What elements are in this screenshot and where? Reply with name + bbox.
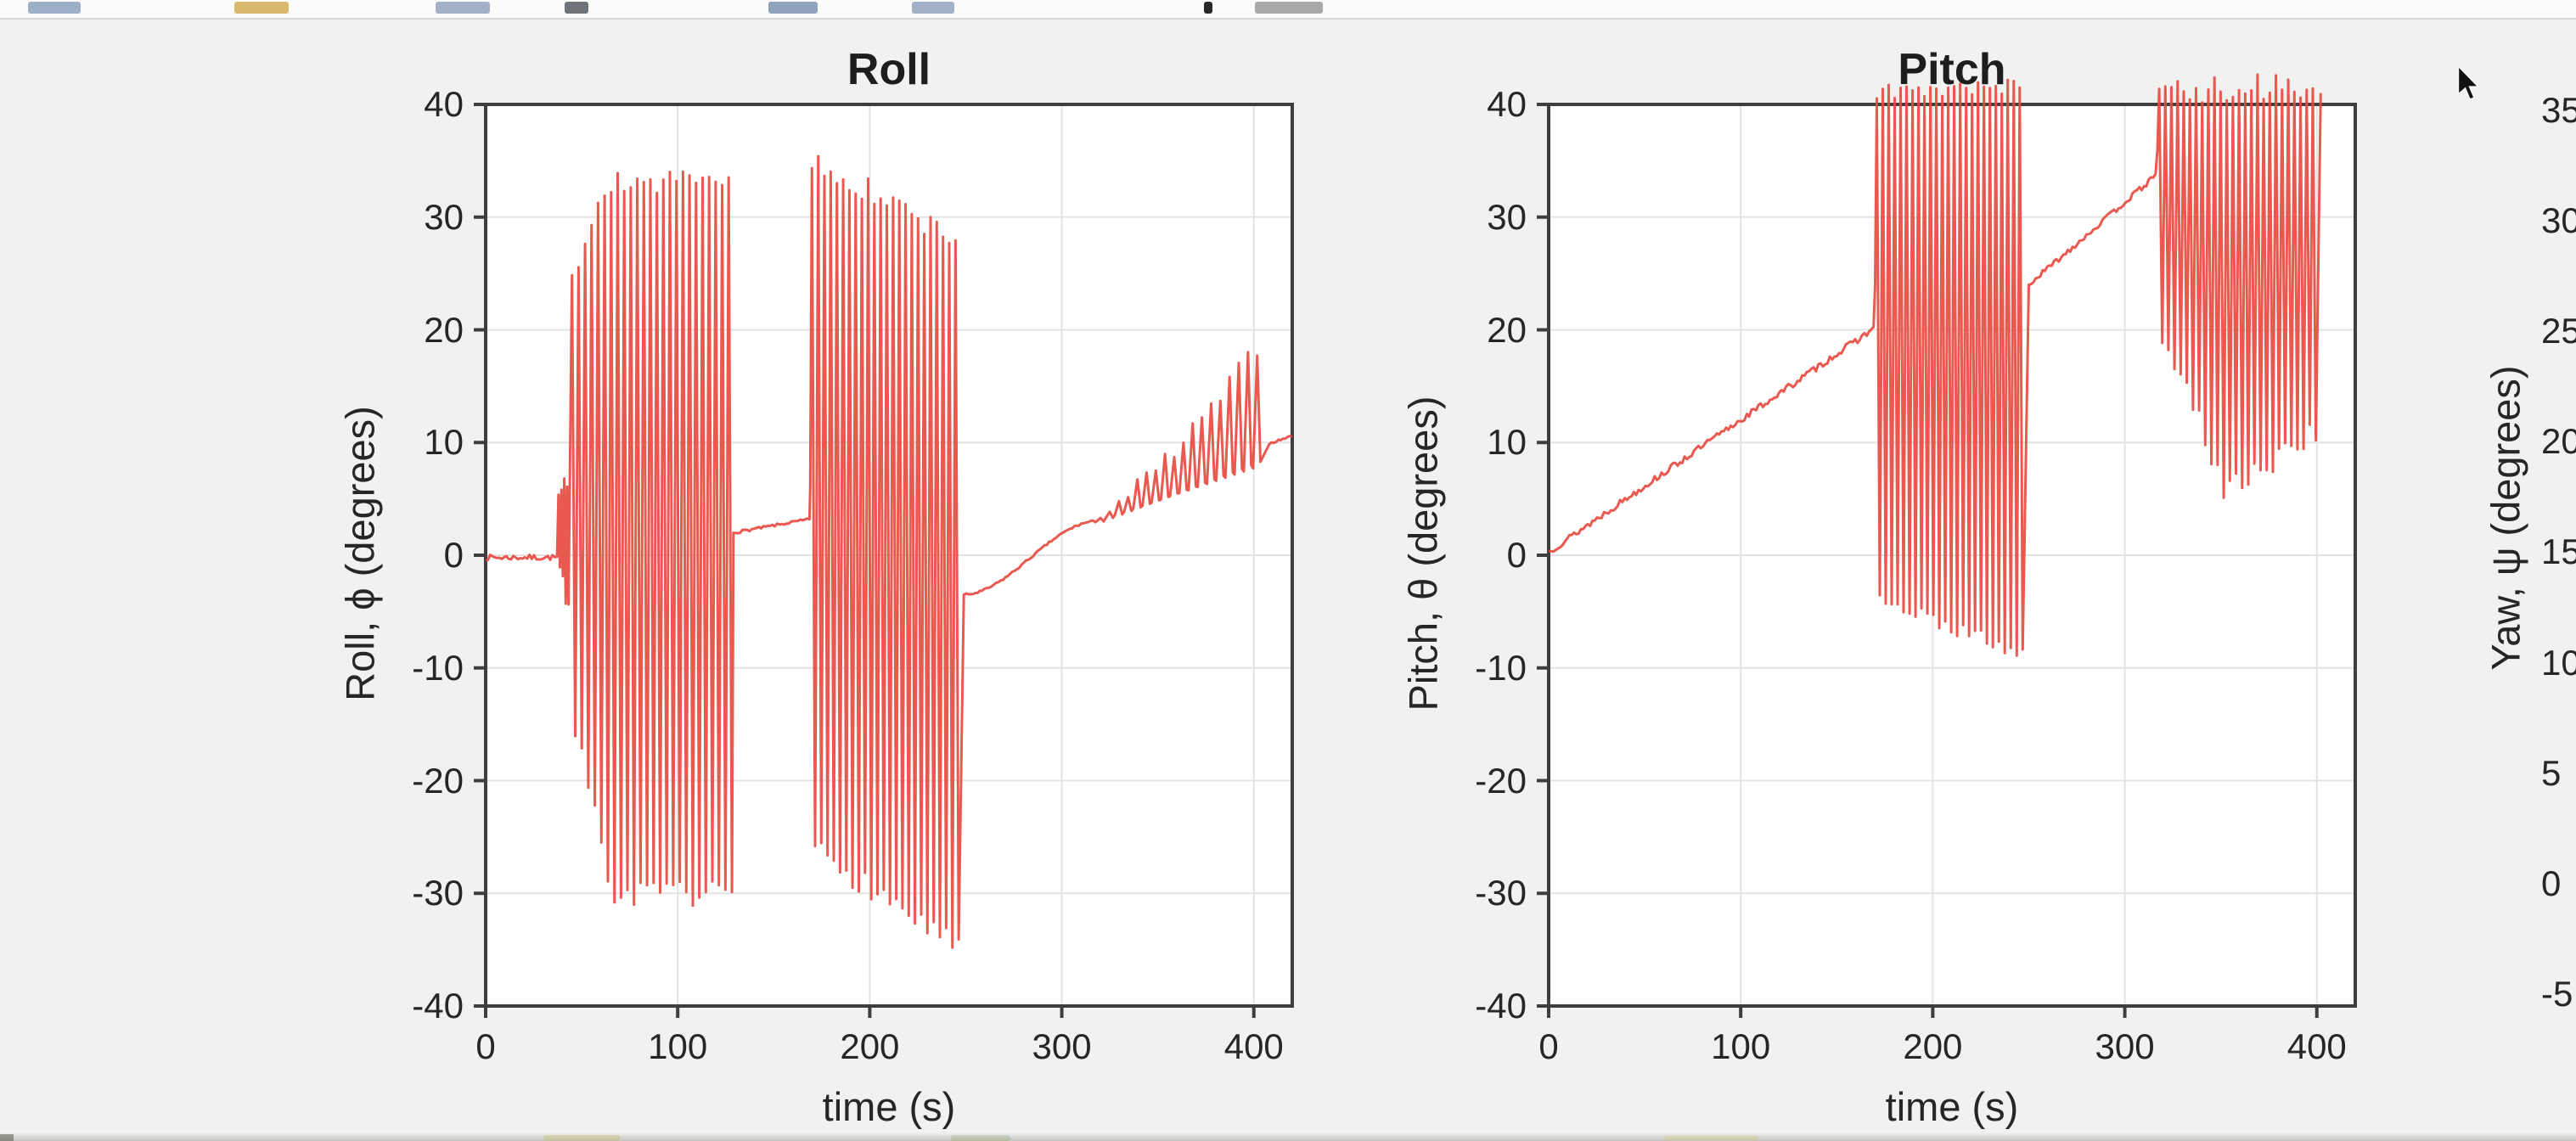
bottom-corner-smudge	[0, 1134, 14, 1141]
print-icon[interactable]	[565, 2, 588, 14]
mouse-cursor	[2456, 65, 2482, 102]
tick-label: 100	[1711, 1026, 1771, 1066]
pitch-ylabel: Pitch, θ (degrees)	[1400, 396, 1446, 711]
tick-label: 5	[2541, 752, 2562, 793]
tick-label: 30	[1487, 196, 1527, 237]
yaw-ylabel: Yaw, ψ (degrees)	[2483, 365, 2528, 671]
tick-label: -20	[1475, 760, 1527, 801]
datatip-icon[interactable]	[1204, 2, 1212, 14]
bottom-artifact	[951, 1135, 1010, 1141]
new-figure-icon[interactable]	[28, 2, 81, 14]
roll-title: Roll	[846, 45, 931, 94]
tick-label: 30	[424, 196, 464, 237]
tick-label: 10	[424, 422, 464, 463]
bottom-artifact	[543, 1135, 620, 1141]
tick-label: 0	[443, 535, 464, 575]
tick-label: 20	[2541, 421, 2576, 462]
tick-label: 0	[2541, 863, 2562, 903]
tick-label: 10	[2541, 642, 2576, 683]
tick-label: -30	[412, 873, 464, 913]
tick-label: 0	[1506, 535, 1527, 575]
tick-label: 20	[1487, 309, 1527, 350]
tick-label: -5	[2541, 973, 2573, 1014]
tick-label: -40	[1475, 986, 1527, 1026]
tick-label: 0	[475, 1026, 496, 1066]
tick-label: 200	[1903, 1026, 1963, 1066]
pitch-title: Pitch	[1898, 45, 2006, 94]
tick-label: 400	[2286, 1026, 2347, 1066]
tick-label: 300	[1032, 1026, 1092, 1066]
zoom-icon[interactable]	[768, 2, 818, 14]
tick-label: 40	[1487, 84, 1527, 124]
pitch-xlabel: time (s)	[1885, 1084, 2019, 1129]
tick-label: 300	[2095, 1026, 2155, 1066]
colorbar-icon[interactable]	[1255, 2, 1323, 14]
roll-xlabel: time (s)	[822, 1084, 956, 1129]
pan-icon[interactable]	[912, 2, 954, 14]
tick-label: 400	[1223, 1026, 1284, 1066]
tick-label: 35	[2541, 90, 2576, 130]
tick-label: -40	[412, 986, 464, 1026]
bottom-artifact	[1664, 1135, 1758, 1141]
tick-label: 10	[1487, 422, 1527, 463]
tick-label: 200	[840, 1026, 900, 1066]
figure-toolbar	[0, 0, 2576, 20]
tick-label: 40	[424, 84, 464, 124]
tick-label: 15	[2541, 531, 2576, 572]
tick-label: -20	[412, 760, 464, 801]
tick-label: 25	[2541, 311, 2576, 351]
tick-label: 100	[648, 1026, 708, 1066]
tick-label: -10	[412, 647, 464, 688]
tick-label: -30	[1475, 873, 1527, 913]
tick-label: -10	[1475, 647, 1527, 688]
roll-ylabel: Roll, ϕ (degrees)	[337, 406, 383, 701]
tick-label: 30	[2541, 200, 2576, 241]
tick-label: 0	[1538, 1026, 1559, 1066]
open-file-icon[interactable]	[234, 2, 289, 14]
save-icon[interactable]	[436, 2, 490, 14]
bottom-edge-band	[0, 1133, 2576, 1141]
tick-label: 20	[424, 309, 464, 350]
